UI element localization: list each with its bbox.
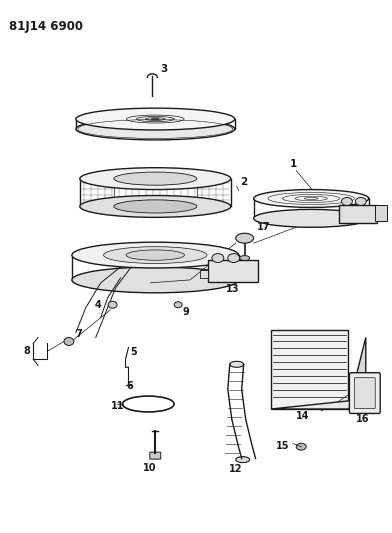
Ellipse shape (236, 233, 254, 243)
Text: 15: 15 (276, 441, 289, 451)
Text: 4: 4 (95, 300, 102, 310)
Ellipse shape (72, 267, 239, 293)
Text: 81J14 6900: 81J14 6900 (9, 20, 83, 33)
Text: 5: 5 (131, 348, 137, 357)
Text: 11: 11 (111, 401, 124, 411)
Ellipse shape (174, 302, 182, 308)
FancyBboxPatch shape (349, 373, 380, 414)
Ellipse shape (236, 457, 250, 463)
Ellipse shape (114, 200, 197, 213)
Ellipse shape (114, 172, 197, 185)
FancyBboxPatch shape (208, 260, 258, 282)
Text: 1: 1 (289, 159, 297, 169)
Ellipse shape (212, 254, 224, 263)
FancyBboxPatch shape (354, 378, 375, 408)
FancyBboxPatch shape (375, 205, 387, 221)
Text: 12: 12 (229, 464, 243, 473)
Ellipse shape (296, 443, 306, 450)
FancyBboxPatch shape (339, 205, 377, 223)
Ellipse shape (64, 337, 74, 345)
Ellipse shape (228, 254, 240, 263)
Text: 6: 6 (127, 381, 133, 391)
Ellipse shape (80, 196, 231, 217)
Ellipse shape (254, 190, 369, 207)
Ellipse shape (108, 301, 117, 308)
Ellipse shape (356, 198, 366, 205)
FancyBboxPatch shape (200, 270, 208, 278)
Ellipse shape (76, 108, 235, 130)
Polygon shape (272, 399, 366, 409)
Ellipse shape (230, 361, 244, 367)
Text: 13: 13 (226, 284, 239, 294)
Ellipse shape (126, 250, 185, 260)
Polygon shape (348, 337, 366, 409)
Text: 10: 10 (143, 463, 156, 473)
Ellipse shape (76, 118, 235, 140)
Text: 3: 3 (160, 64, 167, 75)
FancyBboxPatch shape (272, 329, 348, 409)
Ellipse shape (254, 209, 369, 227)
Text: 14: 14 (296, 411, 310, 421)
Text: 8: 8 (23, 346, 30, 357)
Text: 2: 2 (240, 176, 247, 187)
Ellipse shape (72, 242, 239, 268)
Text: 16: 16 (356, 414, 369, 424)
Ellipse shape (341, 198, 352, 205)
FancyBboxPatch shape (150, 452, 161, 459)
Ellipse shape (240, 256, 250, 261)
Text: 7: 7 (76, 329, 83, 340)
Text: 17: 17 (257, 222, 270, 232)
Ellipse shape (80, 168, 231, 190)
Text: 9: 9 (182, 306, 189, 317)
Ellipse shape (103, 247, 207, 263)
